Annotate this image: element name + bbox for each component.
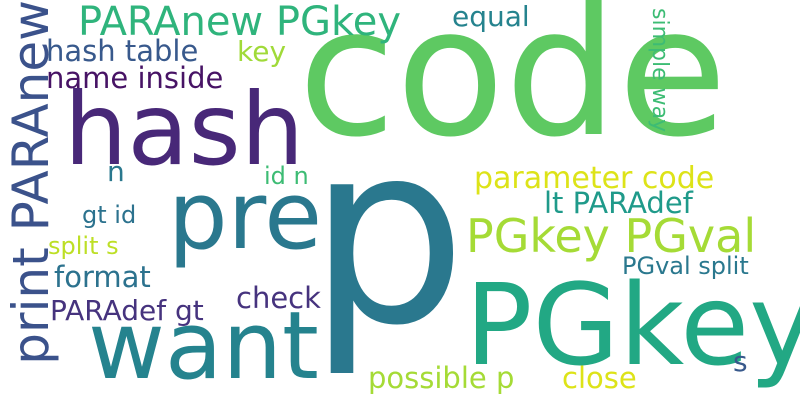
word-split-s: split s <box>48 232 119 260</box>
word-pgkey-pgval: PGkey PGval <box>466 209 757 263</box>
word-p: p <box>308 89 467 380</box>
word-equal: equal <box>452 0 530 33</box>
word-paranew-pgkey: PARAnew PGkey <box>78 0 401 45</box>
word-code: code <box>298 0 728 176</box>
word-paradef-gt: PARAdef gt <box>50 294 204 327</box>
word-n: n <box>107 155 125 188</box>
word-want: want <box>88 292 319 400</box>
word-possible-p: possible p <box>368 361 515 395</box>
word-check: check <box>236 281 321 315</box>
word-pre: pre <box>168 162 323 271</box>
word-format: format <box>54 260 151 294</box>
word-hash: hash <box>64 71 305 188</box>
word-gt-id: gt id <box>82 201 137 229</box>
word-key: key <box>237 35 287 68</box>
word-id-n: id n <box>264 162 309 190</box>
word-lt-paradef: lt PARAdef <box>544 186 693 220</box>
word-name-inside: name inside <box>46 61 224 95</box>
word-simple-way: simple way <box>647 8 672 133</box>
word-hash-table: hash table <box>46 34 199 68</box>
word-pgkey: PGkey <box>465 261 800 391</box>
word-pgval-split: PGval split <box>622 252 749 280</box>
word-s: s <box>733 345 748 378</box>
word-parameter-code: parameter code <box>474 161 715 196</box>
word-close: close <box>562 361 637 395</box>
